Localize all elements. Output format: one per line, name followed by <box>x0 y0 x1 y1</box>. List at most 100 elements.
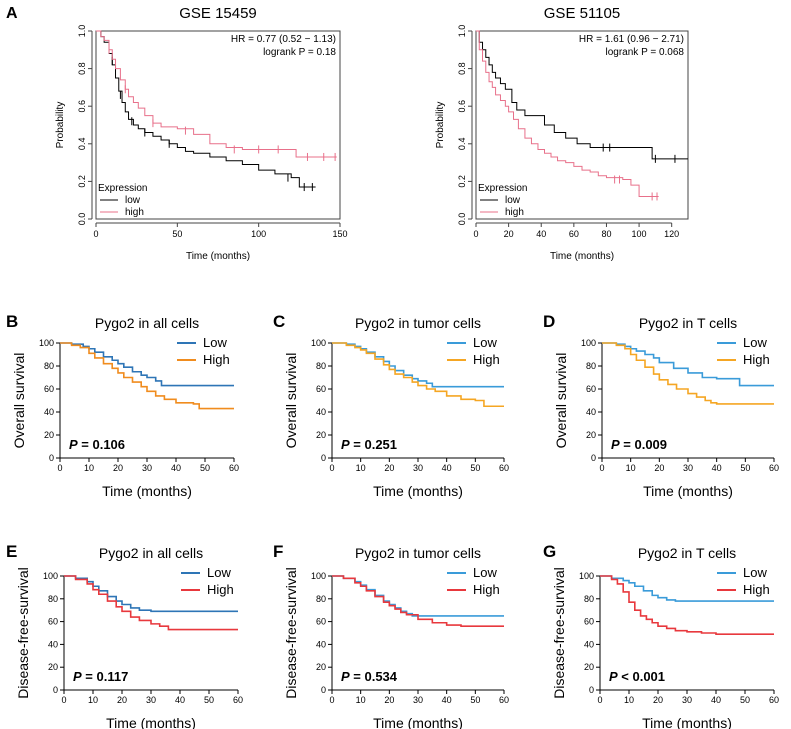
y-tick-label: 40 <box>584 639 594 649</box>
survival-curve-high <box>602 342 774 405</box>
chart-panel-B: B Pygo2 in all cells 0 10 20 30 40 50 60 0 20 40 60 8… <box>6 312 239 499</box>
stat-text: HR = 0.77 (0.52 − 1.13) <box>231 34 336 45</box>
stat-text: HR = 1.61 (0.96 − 2.71) <box>579 34 684 45</box>
chart-title: GSE 15459 <box>179 5 257 22</box>
legend-label: High <box>743 582 770 597</box>
p-value: P = 0.117 <box>73 669 128 684</box>
x-tick-label: 0 <box>329 695 334 705</box>
survival-curve-high <box>60 342 234 410</box>
legend-label: Low <box>473 565 497 580</box>
x-tick-label: 50 <box>740 695 750 705</box>
y-tick-label: 20 <box>316 430 326 440</box>
y-tick-label: 0.0 <box>457 213 467 226</box>
legend-label: low <box>125 195 141 206</box>
x-tick-label: 0 <box>597 695 602 705</box>
chart-title: Pygo2 in T cells <box>638 545 736 561</box>
x-tick-label: 60 <box>569 229 579 239</box>
x-tick-label: 20 <box>504 229 514 239</box>
chart-panel-D: D Pygo2 in T cells 0 10 20 30 40 50 60 0 20 40 60 80 1… <box>543 312 779 499</box>
stat-text: logrank P = 0.18 <box>263 47 336 58</box>
x-axis-label: Time (months) <box>102 483 192 499</box>
y-tick-label: 0 <box>321 685 326 695</box>
y-tick-label: 60 <box>48 617 58 627</box>
x-tick-label: 0 <box>599 463 604 473</box>
y-tick-label: 100 <box>581 338 596 348</box>
p-value: P < 0.001 <box>609 669 665 684</box>
x-tick-label: 0 <box>57 463 62 473</box>
x-tick-label: 20 <box>117 695 127 705</box>
survival-curve-low <box>332 342 504 388</box>
plot-frame <box>475 30 689 220</box>
y-tick-label: 0 <box>321 453 326 463</box>
legend-label: Low <box>473 335 497 350</box>
x-axis-label: Time (months) <box>373 483 463 499</box>
y-tick-label: 40 <box>316 407 326 417</box>
x-tick-label: 40 <box>711 695 721 705</box>
x-tick-label: 30 <box>682 695 692 705</box>
y-tick-label: 20 <box>586 430 596 440</box>
x-tick-label: 20 <box>113 463 123 473</box>
y-tick-label: 60 <box>44 384 54 394</box>
chart-panel-C: C Pygo2 in tumor cells 0 10 20 30 40 50 60 0 20 40 6… <box>273 312 509 499</box>
p-value: P = 0.009 <box>611 437 667 452</box>
x-tick-label: 10 <box>84 463 94 473</box>
survival-curve-low <box>60 342 234 387</box>
x-axis-label: Time (months) <box>186 251 250 262</box>
x-tick-label: 20 <box>653 695 663 705</box>
x-tick-label: 50 <box>470 695 480 705</box>
survival-curve-low <box>602 342 774 387</box>
legend-label: High <box>473 352 500 367</box>
y-axis-label: Overall survival <box>553 353 569 449</box>
y-tick-label: 80 <box>48 594 58 604</box>
y-tick-label: 0 <box>591 453 596 463</box>
x-tick-label: 10 <box>88 695 98 705</box>
x-tick-label: 0 <box>329 463 334 473</box>
y-tick-label: 0.6 <box>457 100 467 113</box>
x-tick-label: 10 <box>626 463 636 473</box>
x-tick-label: 100 <box>632 229 647 239</box>
x-tick-label: 10 <box>624 695 634 705</box>
y-axis-label: Disease-free-survival <box>283 567 299 698</box>
y-tick-label: 1.0 <box>457 25 467 38</box>
x-tick-label: 40 <box>175 695 185 705</box>
x-tick-label: 10 <box>356 695 366 705</box>
x-tick-label: 30 <box>142 463 152 473</box>
y-tick-label: 60 <box>586 384 596 394</box>
chart-title: Pygo2 in tumor cells <box>355 315 481 331</box>
x-axis-label: Time (months) <box>643 483 733 499</box>
legend-label: High <box>473 582 500 597</box>
chart-panel-G: G Pygo2 in T cells 0 10 20 30 40 50 60 0 20 40 60 80 1… <box>543 542 779 729</box>
y-tick-label: 80 <box>316 361 326 371</box>
x-tick-label: 50 <box>470 463 480 473</box>
y-tick-label: 80 <box>586 361 596 371</box>
y-axis-label: Disease-free-survival <box>551 567 567 698</box>
y-axis-label: Probability <box>55 102 66 149</box>
y-tick-label: 80 <box>316 594 326 604</box>
chart-title: Pygo2 in all cells <box>99 545 203 561</box>
y-tick-label: 100 <box>311 571 326 581</box>
survival-curve-low <box>96 30 316 188</box>
y-tick-label: 0 <box>589 685 594 695</box>
y-tick-label: 80 <box>44 361 54 371</box>
survival-curve-high <box>600 575 774 635</box>
legend-title: Expression <box>478 183 527 194</box>
y-tick-label: 0 <box>53 685 58 695</box>
y-tick-label: 0.4 <box>457 138 467 151</box>
panel-letter: F <box>273 542 283 561</box>
x-axis-label: Time (months) <box>106 715 196 729</box>
legend-label: High <box>207 582 234 597</box>
y-tick-label: 20 <box>584 662 594 672</box>
chart-panel-F: F Pygo2 in tumor cells 0 10 20 30 40 50 60 0 20 40 6… <box>273 542 509 729</box>
y-axis-label: Overall survival <box>11 353 27 449</box>
legend-title: Expression <box>98 183 147 194</box>
x-tick-label: 120 <box>664 229 679 239</box>
x-tick-label: 40 <box>442 695 452 705</box>
y-tick-label: 0.4 <box>77 138 87 151</box>
x-tick-label: 20 <box>654 463 664 473</box>
legend-label: Low <box>207 565 231 580</box>
x-tick-label: 40 <box>442 463 452 473</box>
x-tick-label: 50 <box>200 463 210 473</box>
y-tick-label: 0.2 <box>457 175 467 188</box>
x-tick-label: 60 <box>229 463 239 473</box>
x-tick-label: 30 <box>683 463 693 473</box>
